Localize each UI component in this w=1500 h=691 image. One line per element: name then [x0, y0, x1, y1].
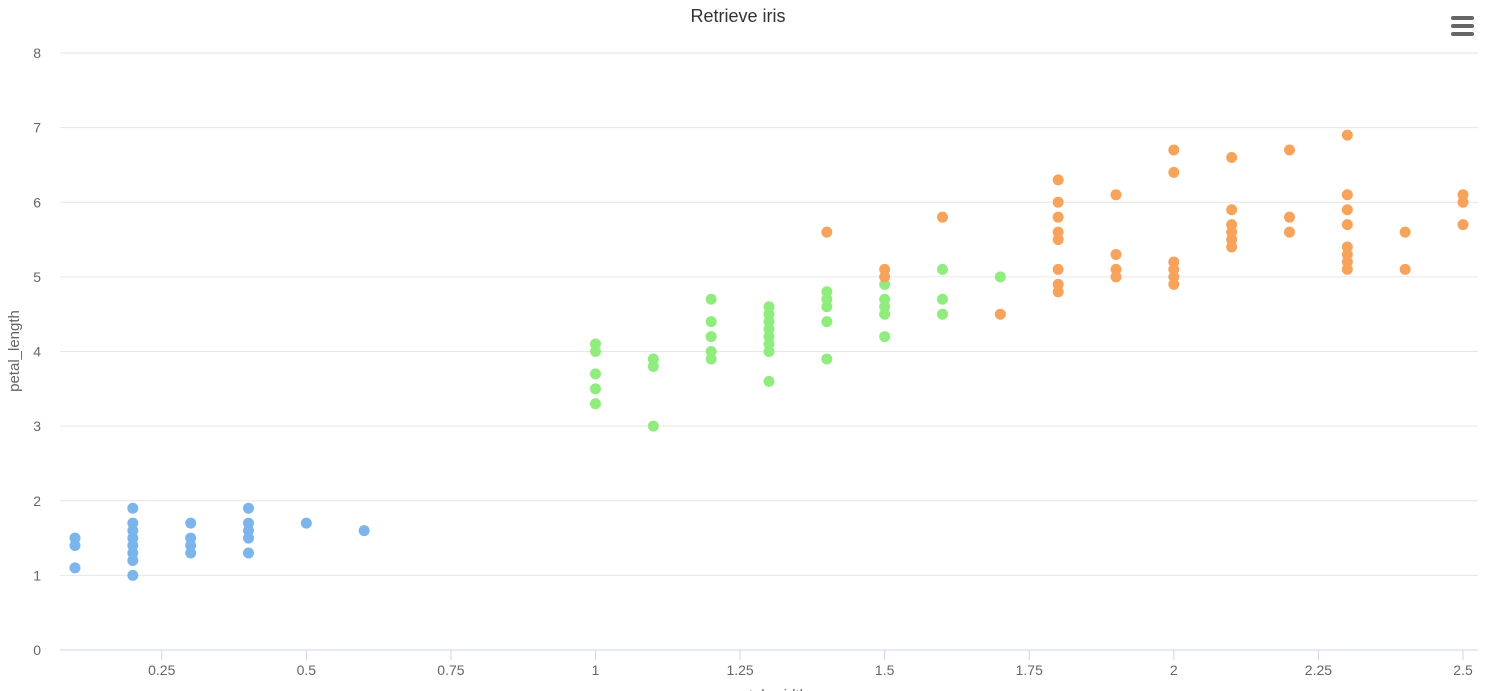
data-point[interactable] — [1110, 271, 1122, 283]
data-point[interactable] — [590, 398, 601, 410]
data-point[interactable] — [1399, 263, 1411, 275]
data-point[interactable] — [1284, 226, 1295, 238]
data-point[interactable] — [127, 569, 139, 581]
data-point[interactable] — [1052, 263, 1064, 275]
data-point[interactable] — [1226, 151, 1238, 163]
x-tick-label: 2.5 — [1453, 662, 1473, 678]
data-point[interactable] — [705, 331, 717, 343]
x-tick-label: 0.25 — [148, 662, 175, 678]
data-point[interactable] — [1110, 189, 1122, 201]
data-point[interactable] — [821, 301, 833, 313]
series-1 — [590, 263, 1006, 432]
data-point[interactable] — [1341, 204, 1353, 216]
data-point[interactable] — [590, 346, 601, 357]
data-point[interactable] — [1052, 196, 1064, 208]
data-point[interactable] — [243, 547, 254, 559]
data-point[interactable] — [705, 293, 717, 305]
data-point[interactable] — [590, 368, 601, 380]
data-point[interactable] — [937, 211, 948, 223]
data-point[interactable] — [1284, 144, 1295, 156]
data-point[interactable] — [821, 316, 833, 328]
data-point[interactable] — [821, 353, 833, 365]
data-point[interactable] — [879, 271, 891, 283]
data-point[interactable] — [763, 375, 775, 387]
data-point[interactable] — [358, 525, 370, 537]
y-tick-label: 3 — [33, 418, 41, 434]
data-point[interactable] — [879, 331, 891, 343]
data-point[interactable] — [647, 360, 659, 372]
data-point[interactable] — [185, 547, 197, 559]
data-point[interactable] — [937, 293, 948, 305]
data-point[interactable] — [705, 316, 717, 328]
data-point[interactable] — [69, 540, 81, 552]
y-tick-label: 0 — [33, 642, 41, 658]
data-point[interactable] — [1052, 174, 1064, 186]
data-point[interactable] — [243, 532, 254, 544]
data-point[interactable] — [127, 502, 139, 514]
data-point[interactable] — [300, 517, 312, 529]
y-tick-label: 1 — [33, 567, 41, 583]
data-point[interactable] — [1168, 278, 1180, 290]
data-point[interactable] — [1457, 219, 1469, 231]
y-tick-label: 2 — [33, 493, 41, 509]
data-point[interactable] — [994, 271, 1006, 283]
x-tick-label: 0.5 — [297, 662, 317, 678]
y-tick-label: 5 — [33, 269, 41, 285]
series-2 — [821, 129, 1469, 320]
data-point[interactable] — [763, 346, 775, 357]
data-point[interactable] — [1341, 263, 1353, 275]
x-tick-label: 2 — [1170, 662, 1178, 678]
data-point[interactable] — [705, 353, 717, 365]
data-point[interactable] — [1341, 189, 1353, 201]
x-tick-label: 1 — [592, 662, 600, 678]
data-point[interactable] — [1226, 204, 1238, 216]
axes: 0 1 2 3 4 5 6 7 8 0.25 0.5 0.75 1 1.25 1.5 1.75 2 2.25 2.5 — [33, 45, 1478, 678]
data-point[interactable] — [1110, 248, 1122, 260]
data-point[interactable] — [185, 517, 197, 529]
data-point[interactable] — [1052, 286, 1064, 298]
x-tick-label: 2.25 — [1305, 662, 1332, 678]
data-point[interactable] — [1226, 241, 1238, 253]
chart-context-menu-button[interactable] — [1446, 12, 1478, 40]
x-tick-label: 0.75 — [437, 662, 464, 678]
x-tick-label: 1.25 — [726, 662, 753, 678]
y-tick-label: 6 — [33, 194, 41, 210]
data-point[interactable] — [243, 502, 254, 514]
data-point[interactable] — [647, 420, 659, 432]
data-point[interactable] — [1399, 226, 1411, 238]
data-point[interactable] — [994, 308, 1006, 320]
data-point[interactable] — [69, 562, 81, 574]
data-point[interactable] — [1168, 144, 1180, 156]
chart-title: Retrieve iris — [690, 6, 786, 26]
grid-lines — [60, 52, 1478, 576]
y-tick-label: 8 — [33, 45, 41, 61]
x-tick-label: 1.75 — [1016, 662, 1043, 678]
y-tick-label: 7 — [33, 120, 41, 136]
data-point[interactable] — [879, 308, 891, 320]
data-point[interactable] — [1168, 166, 1180, 178]
y-tick-label: 4 — [33, 344, 41, 360]
data-point[interactable] — [937, 263, 948, 275]
data-point[interactable] — [1052, 234, 1064, 246]
x-tick-label: 1.5 — [875, 662, 895, 678]
data-point[interactable] — [127, 554, 139, 566]
data-point[interactable] — [821, 226, 833, 238]
data-point[interactable] — [1341, 219, 1353, 231]
data-point[interactable] — [1052, 211, 1064, 223]
series-0 — [69, 502, 370, 581]
data-point[interactable] — [590, 383, 601, 395]
data-point[interactable] — [937, 308, 948, 320]
x-axis-title: petal_width — [732, 687, 808, 691]
data-point[interactable] — [1457, 196, 1469, 208]
data-points — [69, 129, 1469, 581]
data-point[interactable] — [1341, 129, 1353, 141]
y-axis-title: petal_length — [6, 310, 23, 392]
data-point[interactable] — [1284, 211, 1295, 223]
